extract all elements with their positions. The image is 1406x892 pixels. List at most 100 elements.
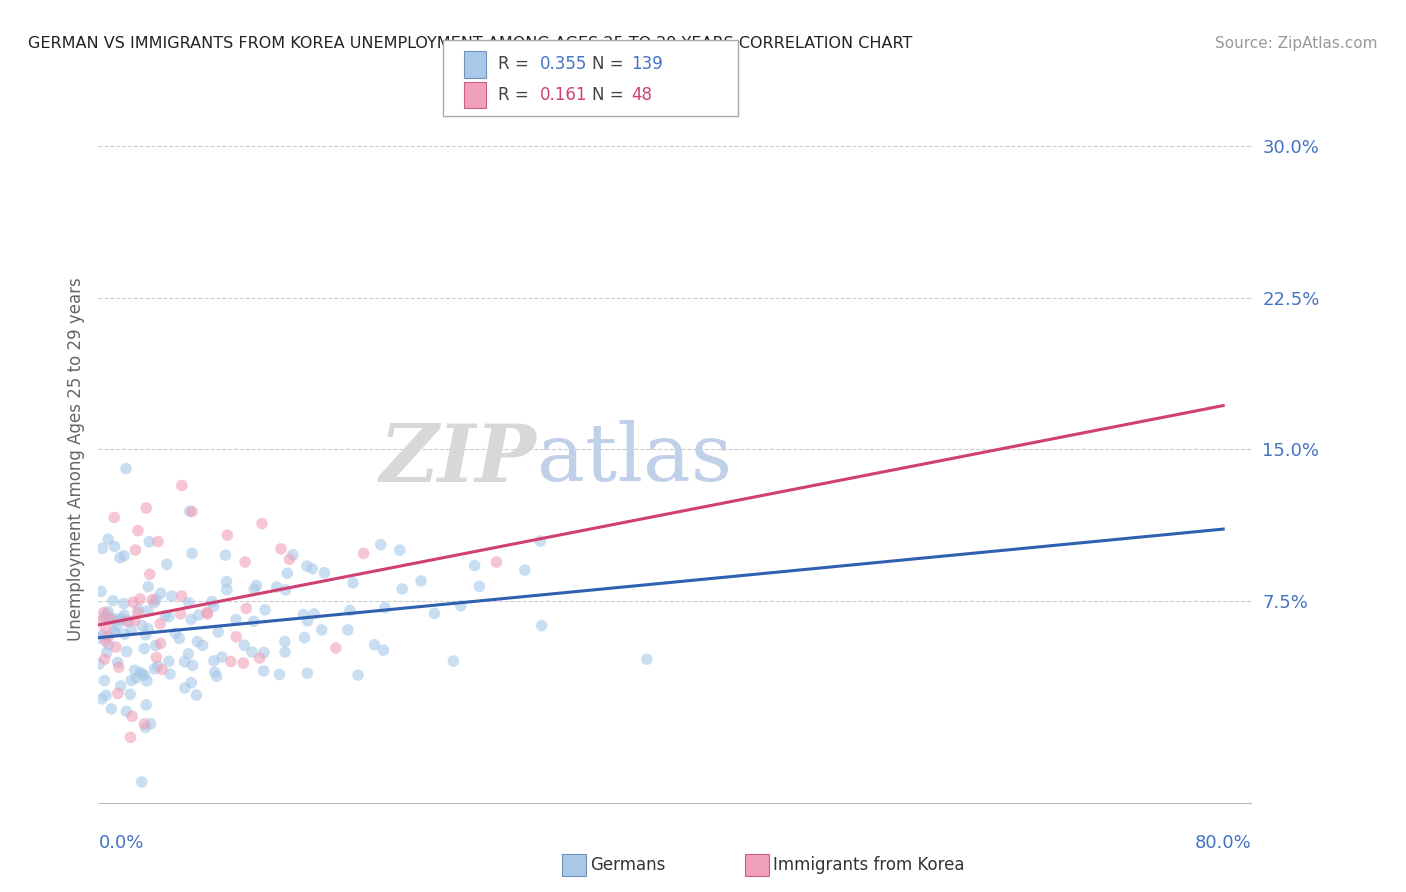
Point bbox=[97, 605, 120, 619]
Point bbox=[146, 534, 169, 549]
Point bbox=[98, 612, 121, 626]
Point bbox=[134, 668, 156, 682]
Point bbox=[104, 640, 127, 654]
Point bbox=[530, 618, 553, 632]
Text: N =: N = bbox=[592, 55, 623, 73]
Point bbox=[107, 656, 129, 670]
Point bbox=[225, 613, 247, 627]
Text: 0.161: 0.161 bbox=[540, 86, 588, 104]
Point bbox=[91, 541, 114, 556]
Point bbox=[135, 673, 157, 688]
Point bbox=[104, 624, 127, 639]
Point bbox=[111, 612, 134, 626]
Point bbox=[160, 589, 183, 603]
Point bbox=[181, 658, 204, 673]
Point bbox=[240, 645, 263, 659]
Point bbox=[101, 614, 124, 628]
Text: Source: ZipAtlas.com: Source: ZipAtlas.com bbox=[1215, 36, 1378, 51]
Point bbox=[103, 624, 125, 639]
Point bbox=[90, 691, 112, 706]
Point bbox=[269, 667, 291, 681]
Point bbox=[214, 548, 236, 562]
Point bbox=[127, 606, 149, 620]
Point bbox=[295, 559, 318, 574]
Point bbox=[274, 645, 297, 659]
Text: N =: N = bbox=[592, 86, 623, 104]
Point bbox=[129, 592, 152, 607]
Point bbox=[297, 614, 319, 628]
Point bbox=[96, 645, 118, 659]
Point bbox=[211, 650, 233, 665]
Point bbox=[103, 612, 125, 626]
Point bbox=[370, 538, 392, 552]
Point bbox=[117, 614, 139, 628]
Point bbox=[186, 688, 208, 702]
Point bbox=[141, 592, 163, 607]
Point bbox=[169, 607, 191, 621]
Point bbox=[96, 607, 118, 621]
Point bbox=[155, 608, 177, 623]
Point bbox=[204, 665, 226, 680]
Point bbox=[131, 667, 153, 681]
Point bbox=[450, 599, 472, 613]
Point bbox=[127, 602, 149, 616]
Point bbox=[374, 600, 396, 615]
Point bbox=[157, 609, 180, 624]
Point bbox=[311, 623, 333, 637]
Point bbox=[91, 628, 114, 642]
Point bbox=[112, 608, 135, 623]
Point bbox=[180, 612, 202, 626]
Point bbox=[233, 638, 256, 652]
Point bbox=[94, 688, 117, 702]
Point bbox=[232, 656, 254, 670]
Point bbox=[235, 601, 257, 615]
Point bbox=[124, 543, 146, 558]
Point bbox=[146, 659, 169, 673]
Point bbox=[156, 558, 179, 572]
Point bbox=[121, 709, 143, 723]
Point bbox=[217, 528, 239, 542]
Point bbox=[100, 702, 122, 716]
Text: 0.355: 0.355 bbox=[540, 55, 588, 73]
Point bbox=[138, 534, 160, 549]
Point bbox=[149, 616, 172, 631]
Point bbox=[342, 576, 364, 591]
Point bbox=[134, 717, 156, 731]
Point bbox=[107, 686, 129, 700]
Point bbox=[134, 641, 156, 656]
Point bbox=[97, 630, 120, 644]
Point bbox=[181, 546, 204, 560]
Point bbox=[124, 663, 146, 677]
Point bbox=[159, 667, 181, 681]
Point bbox=[468, 579, 491, 593]
Point bbox=[115, 461, 138, 475]
Point bbox=[180, 675, 202, 690]
Point bbox=[225, 630, 247, 644]
Point bbox=[136, 580, 159, 594]
Point bbox=[120, 673, 142, 688]
Point bbox=[215, 582, 238, 597]
Point bbox=[110, 679, 132, 693]
Point bbox=[197, 607, 219, 621]
Point bbox=[135, 721, 157, 735]
Point bbox=[191, 638, 214, 652]
Point bbox=[145, 639, 167, 653]
Point bbox=[281, 548, 304, 562]
Point bbox=[135, 501, 157, 516]
Point bbox=[297, 666, 319, 681]
Point bbox=[87, 657, 110, 672]
Point bbox=[93, 606, 115, 620]
Point bbox=[441, 654, 464, 668]
Text: Germans: Germans bbox=[591, 856, 666, 874]
Point bbox=[274, 582, 297, 597]
Point bbox=[202, 654, 225, 668]
Point bbox=[276, 566, 298, 581]
Point bbox=[174, 681, 197, 695]
Point bbox=[245, 578, 267, 592]
Text: 48: 48 bbox=[631, 86, 652, 104]
Point bbox=[173, 655, 195, 669]
Point bbox=[314, 566, 336, 580]
Text: 80.0%: 80.0% bbox=[1195, 834, 1251, 852]
Point bbox=[101, 593, 124, 607]
Point bbox=[201, 594, 224, 608]
